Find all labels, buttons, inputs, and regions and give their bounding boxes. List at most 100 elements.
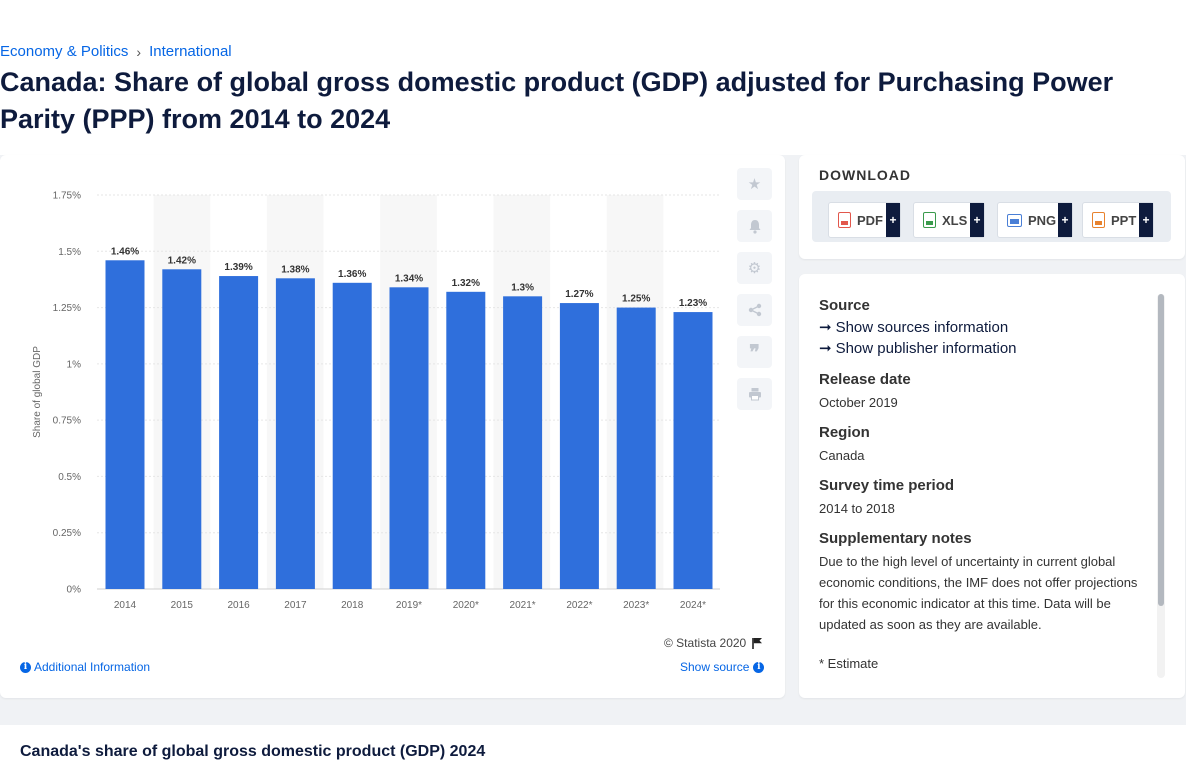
x-tick-label: 2014 xyxy=(114,600,137,611)
bar[interactable] xyxy=(162,269,202,589)
data-label: 1.46% xyxy=(111,246,139,257)
show-source-link[interactable]: Show source i xyxy=(680,660,765,674)
data-label: 1.34% xyxy=(395,273,423,284)
bar[interactable] xyxy=(389,287,429,589)
ppt-file-icon xyxy=(1092,212,1105,228)
breadcrumb-item-economy[interactable]: Economy & Politics xyxy=(0,43,129,60)
xls-file-icon xyxy=(923,212,936,228)
data-label: 1.32% xyxy=(452,278,480,289)
additional-information-label: Additional Information xyxy=(34,660,151,674)
share-icon[interactable] xyxy=(737,294,772,326)
png-file-icon xyxy=(1007,213,1022,227)
bar[interactable] xyxy=(616,307,656,589)
download-png-label: PNG xyxy=(1028,212,1057,228)
additional-information-link[interactable]: i Additional Information xyxy=(20,660,150,674)
bar[interactable] xyxy=(503,296,543,589)
release-date-heading: Release date xyxy=(819,371,911,388)
y-tick-label: 1.5% xyxy=(58,247,81,258)
breadcrumb: Economy & Politics › International xyxy=(0,43,232,60)
related-section xyxy=(0,725,1186,760)
download-pdf-button[interactable]: PDF + xyxy=(828,202,901,238)
data-label: 1.39% xyxy=(224,262,252,273)
top-bar xyxy=(0,0,1186,38)
download-ppt-button[interactable]: PPT + xyxy=(1082,202,1154,238)
bar[interactable] xyxy=(446,291,486,589)
scrollbar-thumb[interactable] xyxy=(1158,294,1164,606)
show-publisher-label: Show publisher information xyxy=(835,339,1017,357)
region-value: Canada xyxy=(819,448,865,463)
survey-period-heading: Survey time period xyxy=(819,477,955,494)
bar-chart: 0% 0.25% 0.5% 0.75% 1% 1.25% 1.5% 1.75% 1.46% 1.… xyxy=(32,191,720,611)
source-heading: Source xyxy=(819,297,870,314)
download-xls-button[interactable]: XLS + xyxy=(913,202,985,238)
breadcrumb-item-international[interactable]: International xyxy=(149,43,232,60)
star-icon[interactable]: ★ xyxy=(737,168,772,200)
info-icon: i xyxy=(753,661,765,673)
download-png-button[interactable]: PNG + xyxy=(997,202,1073,238)
header-area xyxy=(0,38,1186,155)
x-tick-label: 2020* xyxy=(453,600,479,611)
download-title: DOWNLOAD xyxy=(819,167,911,183)
copyright: © Statista 2020 xyxy=(664,636,763,650)
estimate-note: * Estimate xyxy=(819,656,879,671)
supplementary-notes-heading: Supplementary notes xyxy=(819,530,972,547)
source-content: Source ➞ Show sources information ➞ Show… xyxy=(819,274,1149,674)
pdf-file-icon xyxy=(838,212,851,228)
chart-toolbar: ★ ⚙ ❞ xyxy=(737,168,772,410)
y-tick-label: 1.25% xyxy=(53,303,81,314)
arrow-right-icon: ➞ xyxy=(819,340,832,357)
show-sources-label: Show sources information xyxy=(835,318,1009,336)
info-icon: i xyxy=(20,661,31,673)
region-heading: Region xyxy=(819,424,870,441)
plus-icon[interactable]: + xyxy=(1058,203,1072,237)
y-tick-label: 0% xyxy=(67,585,82,596)
x-tick-label: 2015 xyxy=(171,600,194,611)
x-tick-label: 2017 xyxy=(284,600,307,611)
plus-icon[interactable]: + xyxy=(970,203,984,237)
x-tick-label: 2024* xyxy=(680,600,706,611)
print-icon[interactable] xyxy=(737,378,772,410)
source-card: Source ➞ Show sources information ➞ Show… xyxy=(799,274,1185,698)
bar[interactable] xyxy=(559,303,599,589)
x-tick-label: 2018 xyxy=(341,600,364,611)
x-tick-label: 2019* xyxy=(396,600,422,611)
bar[interactable] xyxy=(332,282,372,589)
y-tick-label: 0.5% xyxy=(58,472,81,483)
y-axis-label: Share of global GDP xyxy=(32,346,43,438)
quote-icon[interactable]: ❞ xyxy=(737,336,772,368)
chart-card: 0% 0.25% 0.5% 0.75% 1% 1.25% 1.5% 1.75% 1.46% 1.… xyxy=(0,155,785,698)
show-publisher-link[interactable]: ➞ Show publisher information xyxy=(819,339,1149,358)
download-card: DOWNLOAD PDF + XLS + PNG + PPT + xyxy=(799,155,1185,259)
bar[interactable] xyxy=(219,276,259,589)
plus-icon[interactable]: + xyxy=(886,203,900,237)
data-label: 1.25% xyxy=(622,294,650,305)
data-label: 1.23% xyxy=(679,298,707,309)
data-label: 1.3% xyxy=(511,282,534,293)
download-xls-label: XLS xyxy=(942,212,968,228)
show-sources-link[interactable]: ➞ Show sources information xyxy=(819,318,1149,337)
data-label: 1.27% xyxy=(565,289,593,300)
release-date-value: October 2019 xyxy=(819,395,898,410)
y-tick-label: 0.75% xyxy=(53,416,81,427)
data-label: 1.42% xyxy=(168,255,196,266)
plus-icon[interactable]: + xyxy=(1139,203,1153,237)
supplementary-notes-value: Due to the high level of uncertainty in … xyxy=(819,554,1138,632)
bar[interactable] xyxy=(105,260,145,589)
breadcrumb-separator: › xyxy=(136,43,142,60)
related-chart-title[interactable]: Canada's share of global gross domestic … xyxy=(20,743,486,760)
arrow-right-icon: ➞ xyxy=(819,319,832,336)
bar[interactable] xyxy=(275,278,315,589)
bar[interactable] xyxy=(673,312,713,589)
survey-period-value: 2014 to 2018 xyxy=(819,501,895,516)
y-tick-label: 1.75% xyxy=(53,191,81,202)
x-tick-label: 2022* xyxy=(566,600,592,611)
flag-icon[interactable] xyxy=(752,637,763,649)
page-title: Canada: Share of global gross domestic p… xyxy=(0,67,1114,134)
show-source-label: Show source xyxy=(680,660,750,674)
x-tick-label: 2016 xyxy=(227,600,250,611)
bell-icon[interactable] xyxy=(737,210,772,242)
gear-icon[interactable]: ⚙ xyxy=(737,252,772,284)
data-label: 1.38% xyxy=(281,264,309,275)
y-tick-label: 0.25% xyxy=(53,528,81,539)
download-ppt-label: PPT xyxy=(1111,212,1137,228)
